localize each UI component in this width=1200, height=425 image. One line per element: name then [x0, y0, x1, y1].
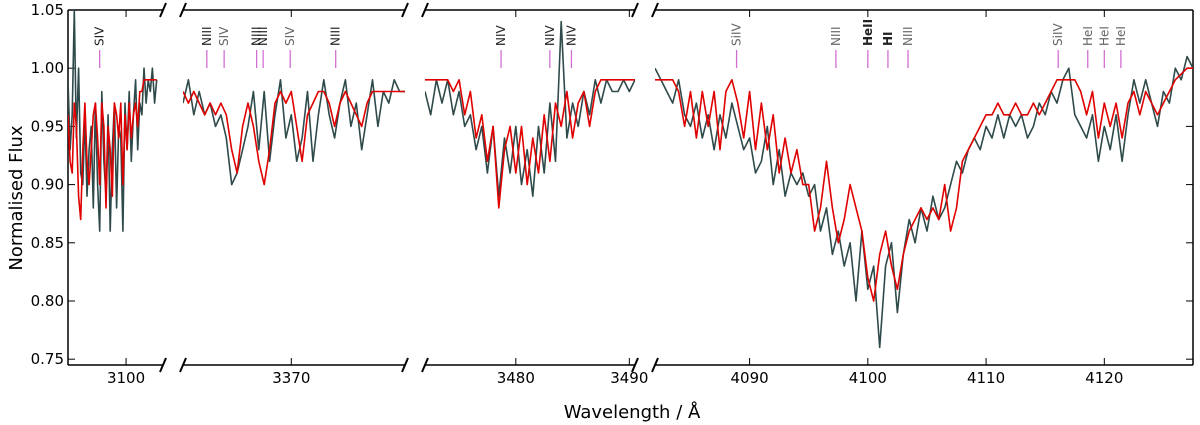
x-tick-label: 4120	[1085, 369, 1123, 387]
axis-break-mark	[159, 2, 167, 18]
line-id-label: SIV	[93, 26, 107, 46]
axis-break-mark	[421, 2, 429, 18]
axis-break-mark	[159, 357, 167, 373]
line-id-label: SIV	[217, 26, 231, 46]
axis-break-mark	[651, 2, 659, 18]
line-id-label: SIV	[283, 26, 297, 46]
x-tick-label: 4090	[730, 369, 768, 387]
x-tick-label: 3370	[272, 369, 310, 387]
y-tick-label: 0.75	[31, 350, 64, 368]
observed-spectrum-line	[68, 10, 158, 232]
observed-spectrum-line	[655, 55, 1193, 349]
axis-break-mark	[631, 357, 639, 373]
axis-break-mark	[179, 357, 187, 373]
x-tick-label: 3490	[610, 369, 648, 387]
line-id-label: SiIV	[730, 23, 744, 46]
y-tick-label: 0.80	[31, 292, 64, 310]
x-tick-label: 3480	[497, 369, 535, 387]
panel-plot	[68, 10, 158, 232]
axis-break-mark	[651, 357, 659, 373]
line-id-label: NIII	[901, 26, 915, 46]
line-id-label: NIII	[329, 26, 343, 46]
axis-break-mark	[179, 2, 187, 18]
x-tick-label: 4100	[849, 369, 887, 387]
model-spectrum-line	[425, 79, 635, 209]
line-id-label: NIII	[200, 26, 214, 46]
y-tick-label: 0.95	[31, 117, 64, 135]
model-spectrum-line	[68, 79, 157, 221]
axis-break-mark	[421, 357, 429, 373]
axis-break-mark	[631, 2, 639, 18]
y-tick-label: 0.90	[31, 176, 64, 194]
line-id-label: NIV	[543, 24, 557, 46]
line-id-label: NIV	[564, 24, 578, 46]
panel-plot	[183, 79, 405, 186]
line-id-label: SiIV	[1051, 23, 1065, 46]
axis-break-mark	[401, 2, 409, 18]
line-id-label: HeII	[861, 19, 875, 46]
axis-break-mark	[401, 357, 409, 373]
model-spectrum-line	[183, 90, 405, 186]
panel-1: 3100 0.75 0.80 0.85 0.90 0.95 1.00 1.05 SIV	[31, 1, 167, 387]
panel-3: 3480 3490 NIV NIV NIV	[421, 2, 648, 387]
line-id-label: NIII	[829, 26, 843, 46]
observed-spectrum-line	[425, 20, 635, 197]
line-id-label: NIV	[494, 24, 508, 46]
line-id-label: NIII	[256, 26, 270, 46]
y-tick-label: 0.85	[31, 234, 64, 252]
panel-4: 4090 4100 4110 4120 SiIV NIII HeII HI NIII SiIV He…	[651, 2, 1194, 387]
y-tick-label: 1.00	[31, 59, 64, 77]
y-tick-label: 1.05	[31, 1, 64, 19]
panel-plot	[655, 55, 1193, 349]
line-id-label: NIII	[250, 26, 264, 46]
x-tick-label: 4110	[967, 369, 1005, 387]
model-spectrum-line	[655, 67, 1193, 302]
line-id-label: HI	[881, 31, 895, 46]
plot-layer: 3100 0.75 0.80 0.85 0.90 0.95 1.00 1.05 SIV 3370 N…	[31, 1, 1194, 387]
observed-spectrum-line	[183, 79, 405, 186]
x-tick-label: 3100	[107, 369, 145, 387]
y-axis-label: Normalised Flux	[6, 125, 27, 270]
line-id-label: HeI	[1081, 26, 1095, 46]
panel-plot	[425, 20, 635, 209]
line-id-label: HeI	[1114, 26, 1128, 46]
line-id-label: HeI	[1097, 26, 1111, 46]
x-axis-label: Wavelength / Å	[564, 401, 701, 423]
